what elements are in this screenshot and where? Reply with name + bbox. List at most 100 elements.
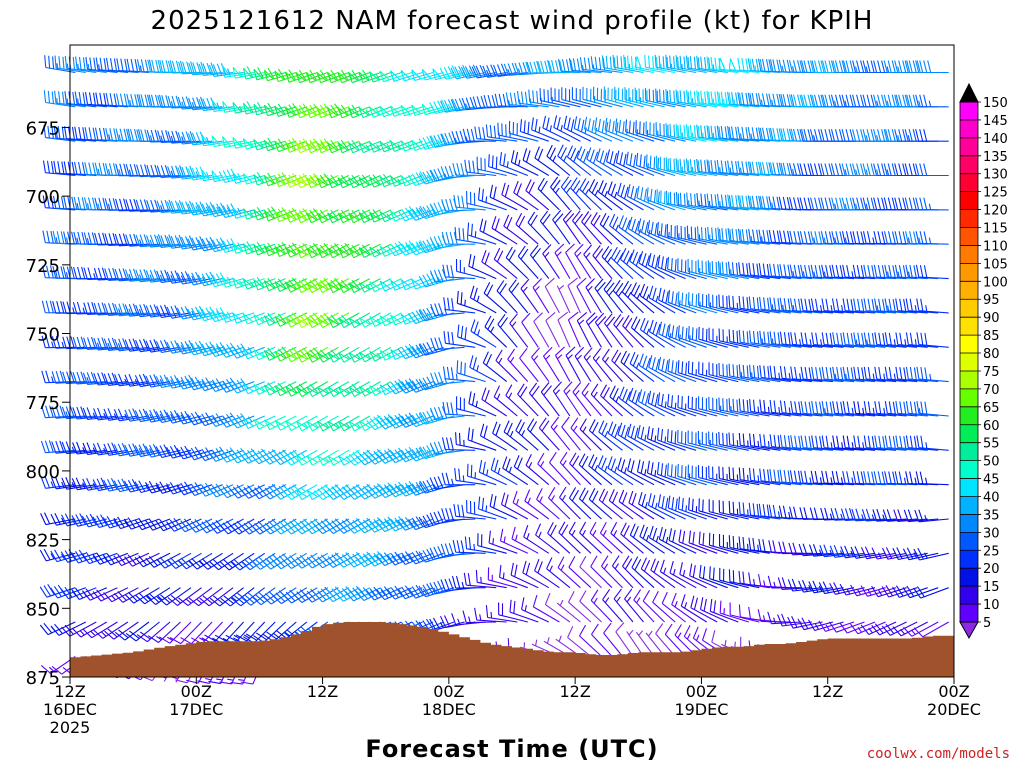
wind-barb xyxy=(585,278,602,314)
wind-barb xyxy=(546,144,571,176)
wind-barb xyxy=(337,69,371,84)
wind-barb xyxy=(664,623,687,657)
wind-barb xyxy=(303,587,339,603)
x-tick-label-6-1: 12Z xyxy=(812,682,843,701)
wind-barb xyxy=(811,366,844,383)
wind-barb xyxy=(369,140,402,153)
colorbar-label-55: 55 xyxy=(983,437,1000,452)
wind-barb xyxy=(397,481,434,497)
wind-barb xyxy=(626,184,655,211)
wind-barb xyxy=(525,179,550,211)
wind-barb xyxy=(738,398,770,417)
wind-barb xyxy=(316,69,350,84)
wind-barb xyxy=(440,543,476,557)
wind-barb xyxy=(515,213,539,245)
wind-barb xyxy=(718,500,749,520)
wind-barb xyxy=(408,378,444,393)
wind-barb xyxy=(482,351,508,383)
wind-barb xyxy=(552,381,571,417)
wind-barb xyxy=(324,586,360,603)
wind-barb xyxy=(680,594,707,623)
wind-barb xyxy=(811,435,844,451)
wind-barb xyxy=(397,551,434,566)
wind-barb xyxy=(379,105,413,118)
wind-barb xyxy=(737,194,770,211)
wind-barb xyxy=(306,449,339,466)
wind-barb xyxy=(618,386,644,417)
wind-barb xyxy=(418,444,455,460)
wind-barb xyxy=(652,590,676,623)
wind-barb xyxy=(334,518,371,534)
wind-barb xyxy=(529,244,550,279)
wind-barb xyxy=(769,297,802,314)
wind-barb xyxy=(884,435,918,451)
wind-barb xyxy=(134,443,171,458)
wind-barb xyxy=(617,422,644,451)
wind-barb xyxy=(114,373,149,387)
wind-barb xyxy=(603,86,634,108)
wind-barb xyxy=(728,466,760,486)
colorbar-swatch xyxy=(960,191,978,211)
colorbar-swatch xyxy=(960,550,978,569)
wind-barb xyxy=(337,415,371,432)
wind-barb xyxy=(524,489,550,520)
wind-barb xyxy=(467,222,497,245)
wind-barb xyxy=(718,466,749,486)
wind-barb xyxy=(527,211,550,245)
wind-barb xyxy=(861,508,897,522)
wind-barb xyxy=(166,375,202,389)
wind-barb xyxy=(418,135,455,150)
wind-barb xyxy=(95,57,128,74)
wind-barb xyxy=(840,508,876,522)
wind-barb xyxy=(197,306,234,322)
wind-barb xyxy=(187,236,223,251)
wind-barb xyxy=(607,421,634,451)
wind-barb xyxy=(601,555,623,589)
colorbar-label-10: 10 xyxy=(983,598,1000,613)
wind-barb xyxy=(253,415,286,430)
wind-barb xyxy=(421,103,455,116)
wind-barb xyxy=(337,139,371,154)
wind-barb xyxy=(636,459,665,486)
wind-barb xyxy=(884,264,918,280)
wind-barb xyxy=(546,557,571,589)
wind-barb xyxy=(103,302,139,316)
wind-barb xyxy=(71,587,108,601)
wind-barb xyxy=(568,521,592,554)
wind-barb xyxy=(306,484,339,501)
wind-barb xyxy=(123,517,160,530)
wind-barb xyxy=(707,260,739,280)
wind-barb xyxy=(853,298,886,314)
wind-barb xyxy=(633,589,655,623)
wind-barb xyxy=(387,378,423,395)
wind-barb xyxy=(687,395,718,417)
wind-barb xyxy=(295,484,329,501)
wind-barb xyxy=(895,435,928,451)
wind-barb xyxy=(590,212,613,245)
wind-barb xyxy=(134,480,171,494)
wind-barb xyxy=(176,518,213,533)
wind-barb xyxy=(272,587,308,605)
wind-barb xyxy=(718,294,749,314)
wind-barb xyxy=(468,254,497,280)
wind-barb xyxy=(798,579,834,593)
colorbar-label-140: 140 xyxy=(983,132,1008,147)
wind-barb xyxy=(176,340,213,355)
wind-barb xyxy=(440,165,476,179)
wind-barb xyxy=(915,471,949,486)
wind-barb xyxy=(716,125,749,142)
wind-barb xyxy=(82,442,118,456)
wind-barb xyxy=(627,216,655,245)
wind-barb xyxy=(316,103,350,119)
wind-barb xyxy=(570,177,592,211)
wind-barb xyxy=(176,306,213,320)
wind-barb xyxy=(557,144,581,176)
wind-barb xyxy=(493,385,518,417)
wind-barb xyxy=(430,303,465,317)
wind-barb xyxy=(588,179,613,211)
wind-barb xyxy=(481,387,508,417)
wind-barb xyxy=(390,278,423,291)
wind-barb xyxy=(590,589,613,623)
wind-barb xyxy=(305,69,339,84)
wind-barb xyxy=(54,55,86,74)
